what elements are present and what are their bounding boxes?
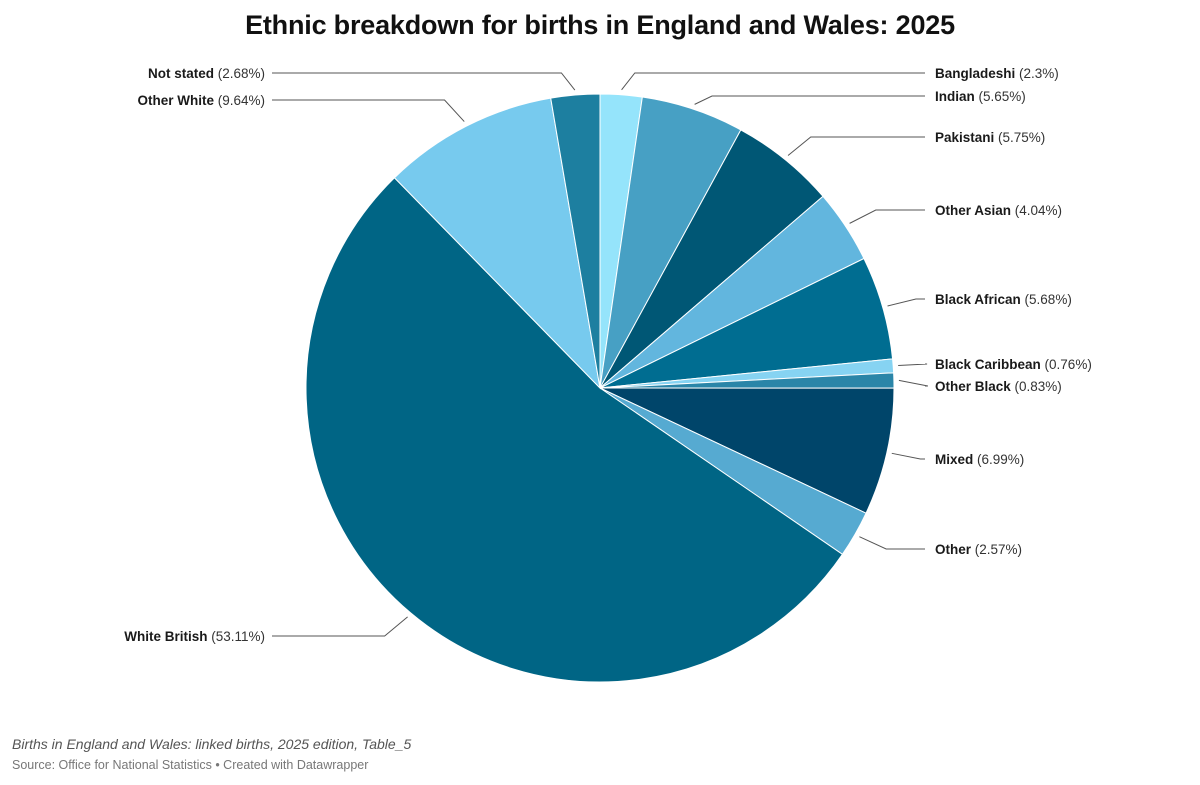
leader-line-black-caribbean [898, 363, 928, 366]
leader-line-not-stated [272, 72, 576, 91]
slice-label-other-asian: Other Asian (4.04%) [935, 203, 1062, 218]
leader-line-white-british [272, 616, 408, 637]
pie-slice-mixed [599, 387, 895, 514]
slice-label-bangladeshi: Bangladeshi (2.3%) [935, 66, 1059, 81]
footer-source: Source: Office for National Statistics •… [12, 758, 369, 772]
leader-lines [272, 72, 928, 637]
slice-label-not-stated: Not stated (2.68%) [148, 66, 265, 81]
leader-line-mixed [891, 452, 925, 460]
leader-line-bangladeshi [621, 72, 925, 91]
leader-line-other [859, 536, 925, 550]
slice-label-black-caribbean: Black Caribbean (0.76%) [935, 357, 1092, 372]
leader-line-other-asian [849, 209, 925, 224]
pie-slice-not-stated [550, 93, 601, 389]
slice-label-indian: Indian (5.65%) [935, 89, 1026, 104]
footer-note: Births in England and Wales: linked birt… [12, 736, 412, 752]
leader-line-other-white [272, 99, 465, 122]
slice-label-white-british: White British (53.11%) [124, 629, 265, 644]
pie-slice-other-white [393, 97, 601, 390]
slice-label-other: Other (2.57%) [935, 542, 1022, 557]
leader-line-indian [694, 95, 925, 105]
pie-slices [305, 93, 895, 683]
slice-label-black-african: Black African (5.68%) [935, 292, 1072, 307]
slice-label-other-black: Other Black (0.83%) [935, 379, 1062, 394]
leader-line-other-black [898, 379, 928, 387]
slice-label-other-white: Other White (9.64%) [137, 93, 265, 108]
slice-label-mixed: Mixed (6.99%) [935, 452, 1024, 467]
leader-line-pakistani [787, 136, 925, 156]
leader-line-black-african [887, 298, 925, 307]
pie-slice-white-british [305, 177, 844, 683]
slice-label-pakistani: Pakistani (5.75%) [935, 130, 1045, 145]
chart-title: Ethnic breakdown for births in England a… [245, 10, 955, 40]
slice-labels: Bangladeshi (2.3%) Indian (5.65%) Pakistan… [124, 66, 1092, 644]
